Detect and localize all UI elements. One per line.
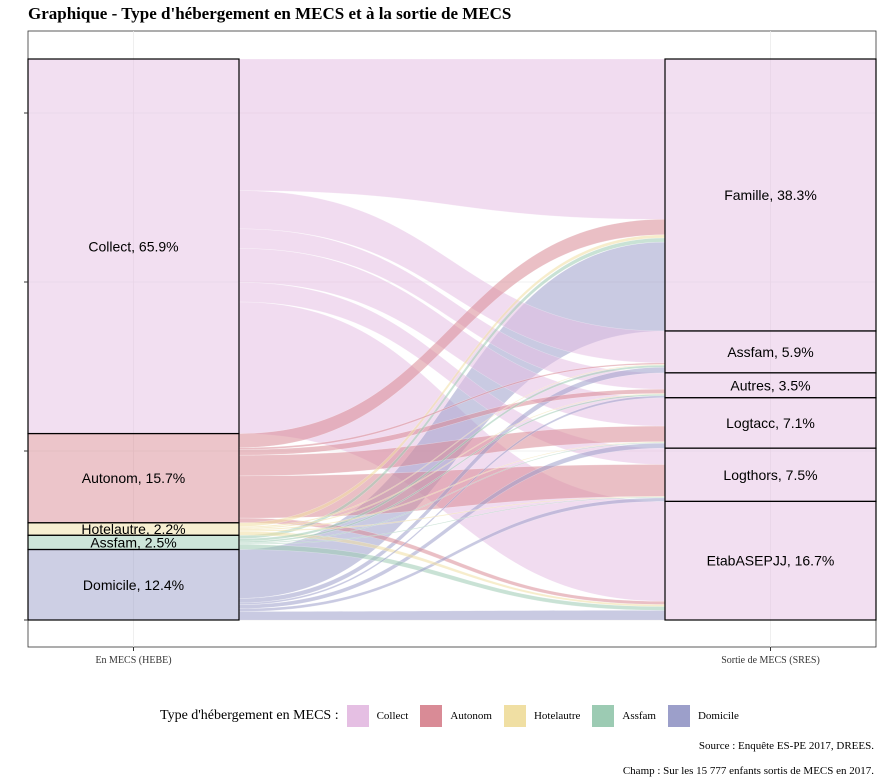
left-stratum-domicile xyxy=(27,548,240,621)
flow-domicile-etabasepjj xyxy=(238,610,666,621)
legend-title: Type d'hébergement en MECS : xyxy=(160,708,339,723)
right-stratum-etabasepjj xyxy=(664,500,877,621)
legend-item-assfam: Assfam xyxy=(592,705,656,727)
chart-title: Graphique - Type d'hébergement en MECS e… xyxy=(28,4,512,23)
source-caption: Source : Enquête ES-PE 2017, DREES. xyxy=(698,740,874,752)
legend-label: Autonom xyxy=(450,710,492,722)
legend-label: Assfam xyxy=(622,710,656,722)
legend-label: Collect xyxy=(376,710,409,722)
right-stratum-label-assfam: Assfam, 5.9% xyxy=(727,344,813,360)
legend-swatch xyxy=(346,705,369,727)
right-stratum-famille xyxy=(664,58,877,332)
right-stratum-label-autres: Autres, 3.5% xyxy=(730,377,810,393)
right-stratum-label-famille: Famille, 38.3% xyxy=(724,187,817,203)
right-stratum-label-etabasepjj: EtabASEPJJ, 16.7% xyxy=(707,553,835,569)
legend-items: Collect Autonom Hotelautre Assfam Domicile xyxy=(346,705,751,727)
right-stratum-label-logthors: Logthors, 7.5% xyxy=(723,467,817,483)
left-stratum-label-collect: Collect, 65.9% xyxy=(88,238,178,254)
left-stratum-label-domicile: Domicile, 12.4% xyxy=(83,577,184,593)
right-stratum-autres xyxy=(664,372,877,399)
right-stratum-logthors xyxy=(664,447,877,503)
legend-item-autonom: Autonom xyxy=(420,705,492,727)
legend-item-collect: Collect xyxy=(346,705,409,727)
left-stratum-label-hotelautre: Hotelautre, 2.2% xyxy=(81,521,185,537)
left-stratum-collect xyxy=(27,58,240,435)
legend-item-domicile: Domicile xyxy=(667,705,739,727)
x-tick-label-0: En MECS (HEBE) xyxy=(95,655,171,666)
flows-group xyxy=(238,58,666,621)
legend-label: Domicile xyxy=(697,710,739,722)
right-stratum-logtacc xyxy=(664,397,877,449)
left-stratum-autonom xyxy=(27,432,240,524)
legend-label: Hotelautre xyxy=(533,710,581,722)
legend: Type d'hébergement en MECS : Collect Auto… xyxy=(160,704,751,728)
right-stratum-assfam xyxy=(664,330,877,374)
champ-caption: Champ : Sur les 15 777 enfants sortis de… xyxy=(622,765,874,777)
legend-swatch xyxy=(503,705,526,727)
legend-swatch xyxy=(592,705,615,727)
left-stratum-label-autonom: Autonom, 15.7% xyxy=(82,470,186,486)
strata-group: Collect, 65.9% Autonom, 15.7% Hotelautre, … xyxy=(27,58,877,621)
legend-item-hotelautre: Hotelautre xyxy=(503,705,581,727)
left-stratum-label-assfam: Assfam, 2.5% xyxy=(90,534,176,550)
legend-swatch xyxy=(667,705,690,727)
right-stratum-label-logtacc: Logtacc, 7.1% xyxy=(726,415,815,431)
legend-swatch xyxy=(420,705,443,727)
x-tick-label-1: Sortie de MECS (SRES) xyxy=(721,655,820,666)
